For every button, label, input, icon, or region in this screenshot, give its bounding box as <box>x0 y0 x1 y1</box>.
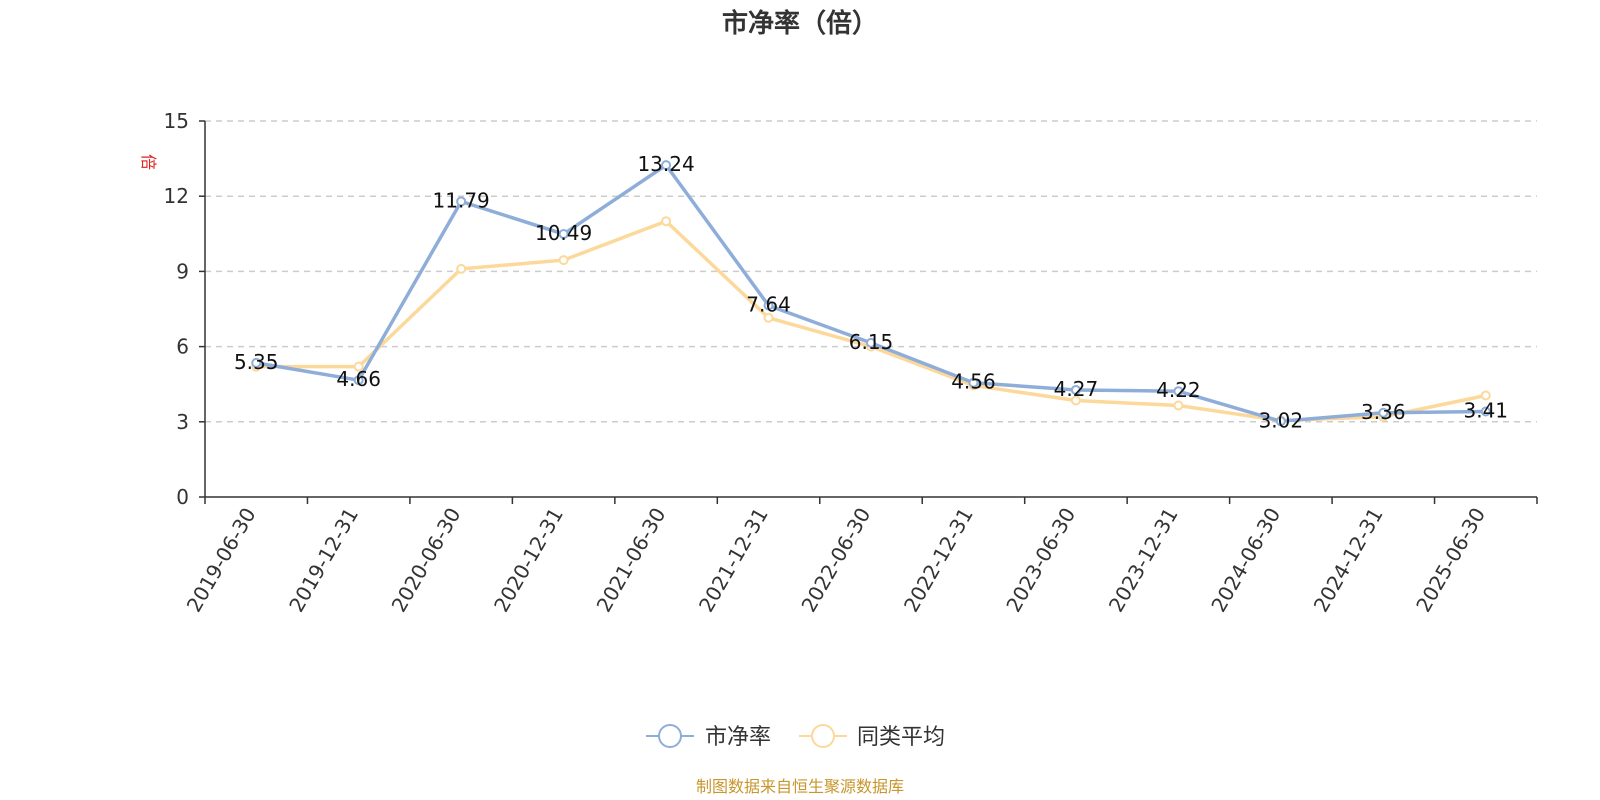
x-tick-label: 2021-12-31 <box>694 504 773 617</box>
axes <box>204 121 1537 498</box>
x-tick-label: 2023-06-30 <box>1001 504 1080 617</box>
legend-item[interactable]: 同类平均 <box>799 724 945 750</box>
data-point[interactable] <box>763 300 774 311</box>
x-tick-label: 2019-06-30 <box>182 504 261 617</box>
y-tick-label: 3 <box>176 410 189 434</box>
x-tick-label: 2023-12-31 <box>1104 504 1183 617</box>
data-point[interactable] <box>763 312 774 323</box>
data-label: 3.36 <box>1361 400 1406 424</box>
data-label: 3.41 <box>1464 399 1509 423</box>
data-point[interactable] <box>1275 416 1286 427</box>
data-point[interactable] <box>456 196 467 207</box>
x-tick-label: 2024-12-31 <box>1309 504 1388 617</box>
y-tick-label: 0 <box>176 485 189 509</box>
source-note: 制图数据来自恒生聚源数据库 <box>696 777 904 796</box>
legend-swatch-marker <box>811 724 835 748</box>
data-label: 4.66 <box>336 367 381 391</box>
data-point[interactable] <box>661 160 672 171</box>
y-tick-label: 12 <box>164 184 189 208</box>
data-point[interactable] <box>251 357 262 368</box>
x-tick-label: 2024-06-30 <box>1206 504 1285 617</box>
data-point[interactable] <box>866 337 876 348</box>
x-tick-label: 2022-06-30 <box>796 504 875 617</box>
x-tick-label: 2021-06-30 <box>592 504 671 617</box>
data-point[interactable] <box>1173 386 1184 397</box>
x-tick-label: 2020-12-31 <box>489 504 568 617</box>
data-label: 11.79 <box>433 188 490 212</box>
y-tick-label: 9 <box>176 259 189 283</box>
data-label: 13.24 <box>637 152 694 176</box>
data-point[interactable] <box>353 361 364 372</box>
data-label: 4.27 <box>1054 377 1099 401</box>
data-point[interactable] <box>353 375 364 386</box>
x-tick-label: 2020-06-30 <box>387 503 466 616</box>
data-label: 4.22 <box>1156 378 1201 402</box>
data-point[interactable] <box>558 255 569 266</box>
data-label: 3.02 <box>1259 408 1304 432</box>
legend-item[interactable]: 市净率 <box>646 724 771 750</box>
legend[interactable]: 市净率 同类平均 <box>646 724 945 750</box>
data-label: 4.56 <box>951 370 996 394</box>
data-point[interactable] <box>1173 400 1184 411</box>
data-label: 6.15 <box>849 330 894 354</box>
x-tick-label: 2022-12-31 <box>899 504 978 617</box>
y-tick-label: 6 <box>176 335 189 359</box>
data-point[interactable] <box>968 377 979 388</box>
gridlines <box>205 120 1537 423</box>
legend-swatch-marker <box>658 724 682 748</box>
data-point[interactable] <box>558 229 569 240</box>
x-axis-ticks: 2019-06-30 2019-12-31 2020-06-30 2020-12-31… <box>182 497 1538 617</box>
y-tick-label: 15 <box>164 109 189 133</box>
series-line <box>256 219 1487 423</box>
data-label: 5.35 <box>234 350 279 374</box>
x-tick-label: 2019-12-31 <box>284 504 363 617</box>
data-point[interactable] <box>1070 384 1081 395</box>
data-point[interactable] <box>1480 406 1491 417</box>
data-point[interactable] <box>1378 407 1389 418</box>
legend-label: 同类平均 <box>857 725 945 750</box>
data-point[interactable] <box>1070 395 1081 406</box>
chart-title: 市净率（倍） <box>722 8 878 39</box>
data-label: 7.64 <box>746 292 791 316</box>
data-point[interactable] <box>661 216 672 227</box>
data-labels: 5.35 4.66 11.79 10.49 13.24 7.64 6.15 4.56 4.27 4… <box>234 152 1508 432</box>
y-axis-unit-label: 倍 <box>139 154 158 170</box>
data-point[interactable] <box>456 263 467 274</box>
legend-label: 市净率 <box>705 725 771 750</box>
x-tick-label: 2025-06-30 <box>1411 504 1490 617</box>
series-lines <box>251 160 1491 427</box>
y-axis-ticks: 0 3 6 9 12 15 <box>164 109 205 509</box>
data-point[interactable] <box>1480 390 1491 401</box>
data-label: 10.49 <box>535 221 592 245</box>
